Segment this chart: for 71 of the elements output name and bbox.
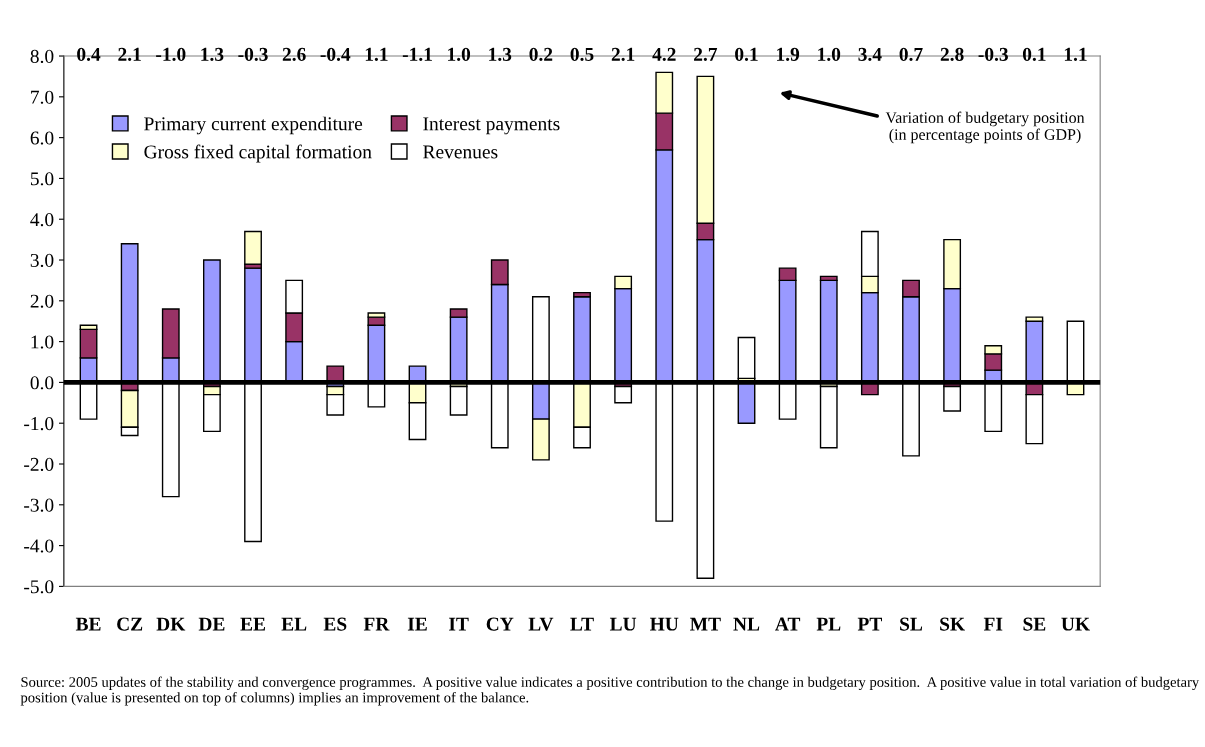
source-note: Source: 2005 updates of the stability and convergence programmes. A positive value indicates a positive contribution to the change in budgetary position. A positive value in total variation of budgetary position (value is presented on top of columns) implies an improvement of the balance.: [20, 676, 1200, 706]
y-tick-label: -5.0: [24, 580, 54, 594]
x-tick-label: IT: [449, 617, 469, 631]
annotation: 2.6: [282, 47, 306, 61]
annotation: -1.1: [402, 47, 432, 61]
y-tick-label: 4.0: [30, 213, 54, 227]
x-tick-label: EE: [240, 617, 265, 631]
x-tick-label: SK: [940, 617, 965, 631]
x-tick-label: DK: [156, 617, 186, 631]
x-tick-label: PT: [857, 617, 883, 631]
x-tick-label: AT: [775, 617, 801, 631]
annotation: 0.2: [529, 47, 553, 61]
x-tick-label: ES: [323, 617, 347, 631]
annotation: -1.0: [156, 47, 186, 61]
annotation: Variation of budgetary position (in percentage points of GDP): [885, 111, 1085, 144]
x-tick-label: SL: [900, 617, 923, 631]
annotation: 0.1: [735, 47, 758, 61]
annotation: 1.9: [777, 47, 800, 61]
annotation: 4.2: [652, 47, 676, 61]
annotation: 1.1: [1064, 47, 1087, 61]
annotation: 2.1: [118, 47, 141, 61]
annotation: -0.4: [320, 47, 351, 61]
y-tick-label: 8.0: [30, 49, 54, 64]
y-tick-label: 7.0: [31, 90, 54, 104]
annotation: -0.3: [978, 47, 1008, 61]
y-tick-label: 5.0: [30, 172, 54, 186]
annotation: 0.4: [77, 47, 101, 61]
x-tick-label: IE: [407, 617, 427, 631]
y-tick-label: 6.0: [30, 131, 54, 145]
x-tick-label: MT: [690, 617, 721, 631]
y-tick-label: 0.0: [30, 376, 54, 390]
legend-label: Revenues: [423, 145, 498, 159]
x-tick-label: LT: [570, 617, 594, 631]
legend-label: Gross fixed capital formation: [144, 144, 372, 163]
annotation: 1.0: [448, 47, 471, 61]
annotation: 2.8: [940, 47, 964, 61]
x-tick-label: CZ: [117, 617, 143, 631]
y-tick-label: -1.0: [24, 417, 54, 431]
x-tick-label: LV: [528, 617, 554, 631]
x-tick-label: NL: [733, 617, 760, 631]
x-tick-label: BE: [75, 617, 101, 631]
annotation: 1.0: [818, 47, 841, 61]
annotation: 2.1: [611, 47, 635, 61]
x-tick-label: DE: [198, 617, 225, 631]
x-tick-label: FR: [363, 617, 390, 631]
annotation: 1.3: [489, 47, 512, 61]
y-tick-label: -3.0: [24, 498, 54, 512]
x-tick-label: LU: [609, 617, 637, 631]
annotation: 1.1: [365, 47, 388, 61]
legend-label: Primary current expenditure: [144, 116, 363, 135]
annotation: 0.1: [1022, 47, 1046, 61]
x-tick-label: UK: [1061, 617, 1090, 631]
annotation: -0.3: [238, 47, 268, 61]
annotation: 2.7: [694, 47, 718, 61]
x-tick-label: PL: [816, 617, 841, 631]
legend-label: Interest payments: [423, 117, 560, 135]
x-tick-label: EL: [281, 617, 307, 631]
annotation: 3.4: [858, 47, 882, 61]
annotation: 1.3: [201, 47, 224, 61]
x-tick-label: SE: [1023, 617, 1046, 631]
x-tick-label: CY: [486, 617, 514, 631]
y-tick-label: 3.0: [30, 253, 54, 268]
y-tick-label: 1.0: [31, 335, 54, 349]
y-tick-label: -4.0: [24, 539, 54, 553]
y-tick-label: -2.0: [24, 457, 54, 472]
bar: [244, 230, 262, 265]
x-tick-label: FI: [983, 617, 1003, 631]
annotation: 0.7: [899, 47, 923, 61]
y-tick-label: 2.0: [30, 294, 54, 308]
annotation: 0.5: [570, 47, 594, 61]
x-tick-label: HU: [650, 617, 679, 631]
